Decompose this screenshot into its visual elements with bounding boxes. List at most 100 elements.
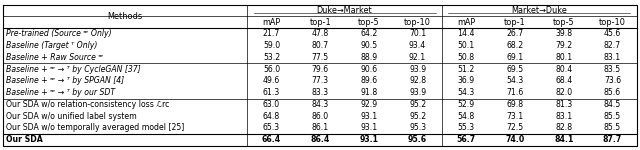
Text: 92.9: 92.9 [360, 100, 378, 109]
Text: top-1: top-1 [504, 18, 526, 27]
Text: 80.4: 80.4 [555, 65, 572, 74]
Text: 90.5: 90.5 [360, 41, 378, 50]
Text: 51.2: 51.2 [458, 65, 475, 74]
Text: 90.6: 90.6 [360, 65, 378, 74]
Text: 69.1: 69.1 [506, 53, 524, 62]
Text: 69.5: 69.5 [506, 65, 524, 74]
Text: top-10: top-10 [404, 18, 431, 27]
Text: 56.7: 56.7 [457, 135, 476, 144]
Text: 95.2: 95.2 [409, 112, 426, 121]
Text: Baseline + ᵆ → ᵀ by SPGAN [4]: Baseline + ᵆ → ᵀ by SPGAN [4] [6, 76, 124, 85]
Text: 87.7: 87.7 [603, 135, 622, 144]
Text: Our SDA w/o relation-consistency loss ℒrc: Our SDA w/o relation-consistency loss ℒr… [6, 100, 169, 109]
Text: 68.2: 68.2 [506, 41, 524, 50]
Text: 69.8: 69.8 [506, 100, 524, 109]
Text: 84.3: 84.3 [312, 100, 329, 109]
Text: 14.4: 14.4 [458, 29, 475, 38]
Text: 70.1: 70.1 [409, 29, 426, 38]
Text: top-5: top-5 [358, 18, 380, 27]
Text: 21.7: 21.7 [263, 29, 280, 38]
Text: 66.4: 66.4 [262, 135, 281, 144]
Text: 93.4: 93.4 [409, 41, 426, 50]
Text: top-1: top-1 [309, 18, 331, 27]
Text: 54.3: 54.3 [506, 76, 524, 85]
Text: 64.8: 64.8 [263, 112, 280, 121]
Text: 49.6: 49.6 [263, 76, 280, 85]
Text: 61.3: 61.3 [263, 88, 280, 97]
Text: 85.5: 85.5 [604, 112, 621, 121]
Text: Methods: Methods [108, 12, 143, 21]
Text: 54.3: 54.3 [458, 88, 475, 97]
Text: 80.1: 80.1 [555, 53, 572, 62]
Text: 26.7: 26.7 [506, 29, 524, 38]
Text: Baseline + ᵆ → ᵀ by CycleGAN [37]: Baseline + ᵆ → ᵀ by CycleGAN [37] [6, 65, 140, 74]
Text: Duke→Market: Duke→Market [317, 6, 372, 15]
Text: 79.2: 79.2 [555, 41, 572, 50]
Text: 86.0: 86.0 [312, 112, 329, 121]
Text: Baseline + ᵆ → ᵀ by our SDT: Baseline + ᵆ → ᵀ by our SDT [6, 88, 115, 97]
Text: 71.6: 71.6 [506, 88, 524, 97]
Text: 55.3: 55.3 [458, 123, 475, 132]
Text: 93.1: 93.1 [360, 135, 378, 144]
Text: 88.9: 88.9 [360, 53, 378, 62]
Text: 95.6: 95.6 [408, 135, 427, 144]
Text: 85.6: 85.6 [604, 88, 621, 97]
Text: 95.2: 95.2 [409, 100, 426, 109]
Text: mAP: mAP [262, 18, 280, 27]
Text: 72.5: 72.5 [506, 123, 524, 132]
Text: 83.3: 83.3 [312, 88, 329, 97]
Text: 52.9: 52.9 [458, 100, 475, 109]
Text: mAP: mAP [457, 18, 476, 27]
Text: Our SDA w/o unified label system: Our SDA w/o unified label system [6, 112, 136, 121]
Text: 56.0: 56.0 [263, 65, 280, 74]
Text: Baseline (Target ᵀ Only): Baseline (Target ᵀ Only) [6, 41, 97, 50]
Text: 54.8: 54.8 [458, 112, 475, 121]
Text: 95.3: 95.3 [409, 123, 426, 132]
Text: 74.0: 74.0 [506, 135, 525, 144]
Text: 79.6: 79.6 [312, 65, 329, 74]
Text: 92.1: 92.1 [409, 53, 426, 62]
Text: 84.1: 84.1 [554, 135, 573, 144]
Text: Our SDA: Our SDA [6, 135, 42, 144]
Text: 85.5: 85.5 [604, 123, 621, 132]
Text: 59.0: 59.0 [263, 41, 280, 50]
Text: 73.6: 73.6 [604, 76, 621, 85]
Text: 83.5: 83.5 [604, 65, 621, 74]
Text: 86.4: 86.4 [310, 135, 330, 144]
Text: 89.6: 89.6 [360, 76, 378, 85]
Text: 86.1: 86.1 [312, 123, 329, 132]
Text: 91.8: 91.8 [360, 88, 378, 97]
Text: 84.5: 84.5 [604, 100, 621, 109]
Text: 36.9: 36.9 [458, 76, 475, 85]
Text: 50.8: 50.8 [458, 53, 475, 62]
Text: 73.1: 73.1 [506, 112, 524, 121]
Text: top-10: top-10 [599, 18, 626, 27]
Text: 93.1: 93.1 [360, 123, 378, 132]
Text: 77.5: 77.5 [312, 53, 329, 62]
Text: 92.8: 92.8 [409, 76, 426, 85]
Text: 82.8: 82.8 [555, 123, 572, 132]
Text: 82.0: 82.0 [555, 88, 572, 97]
Text: Pre-trained (Source ᵆ Only): Pre-trained (Source ᵆ Only) [6, 29, 111, 38]
Text: 64.2: 64.2 [360, 29, 378, 38]
Text: 93.9: 93.9 [409, 88, 426, 97]
Text: 45.6: 45.6 [604, 29, 621, 38]
Text: 93.9: 93.9 [409, 65, 426, 74]
Text: 63.0: 63.0 [263, 100, 280, 109]
Text: 53.2: 53.2 [263, 53, 280, 62]
Text: 39.8: 39.8 [555, 29, 572, 38]
Text: 68.4: 68.4 [555, 76, 572, 85]
Text: 50.1: 50.1 [458, 41, 475, 50]
Text: 83.1: 83.1 [555, 112, 572, 121]
Text: 93.1: 93.1 [360, 112, 378, 121]
Text: 47.8: 47.8 [312, 29, 329, 38]
Text: Our SDA w/o temporally averaged model [25]: Our SDA w/o temporally averaged model [2… [6, 123, 184, 132]
Text: 65.3: 65.3 [263, 123, 280, 132]
Text: 83.1: 83.1 [604, 53, 621, 62]
Text: 80.7: 80.7 [312, 41, 329, 50]
Text: 77.3: 77.3 [312, 76, 329, 85]
Text: 81.3: 81.3 [555, 100, 572, 109]
Text: Baseline + Raw Source ᵆ: Baseline + Raw Source ᵆ [6, 53, 103, 62]
Text: top-5: top-5 [553, 18, 575, 27]
Text: Market→Duke: Market→Duke [511, 6, 567, 15]
